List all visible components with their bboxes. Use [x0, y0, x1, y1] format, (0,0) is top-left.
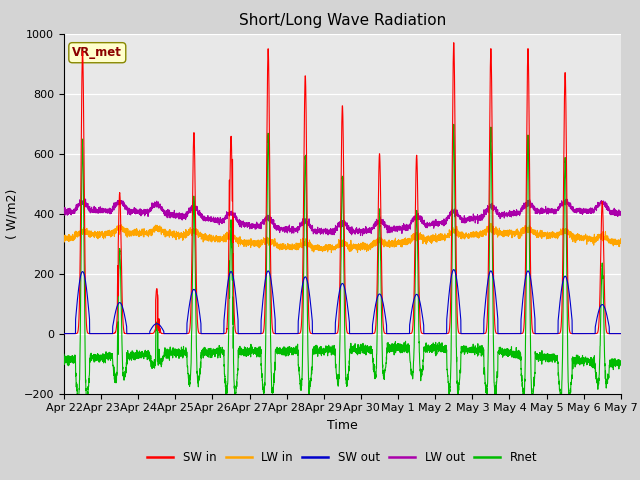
X-axis label: Time: Time	[327, 419, 358, 432]
Y-axis label: ( W/m2): ( W/m2)	[5, 189, 18, 239]
Title: Short/Long Wave Radiation: Short/Long Wave Radiation	[239, 13, 446, 28]
Text: VR_met: VR_met	[72, 46, 122, 59]
Legend: SW in, LW in, SW out, LW out, Rnet: SW in, LW in, SW out, LW out, Rnet	[143, 446, 542, 469]
